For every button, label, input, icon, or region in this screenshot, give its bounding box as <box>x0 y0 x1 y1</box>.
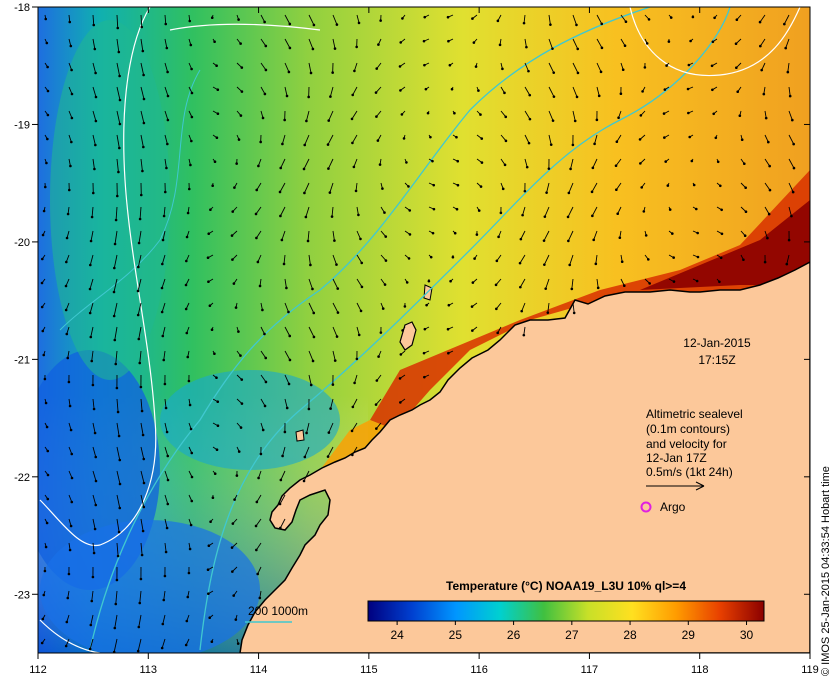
land-mass <box>239 261 810 653</box>
cold-patch <box>160 370 340 470</box>
cool-band <box>50 20 170 380</box>
bathymetry-legend-label: 200 1000m <box>248 604 308 618</box>
sealevel-contour <box>169 23 321 31</box>
annotation-block: Altimetric sealevel (0.1m contours) and … <box>646 407 743 479</box>
x-axis-ticks: 112 113 114 115 116 117 118 119 <box>29 7 819 676</box>
sealevel-contour <box>629 7 801 77</box>
colorbar-title: Temperature (°C) NOAA19_L3U 10% ql>=4 <box>446 579 686 593</box>
bathymetry-200m <box>199 7 731 651</box>
colorbar <box>367 600 765 622</box>
cold-patch <box>40 520 260 653</box>
colorbar-ticks: 24 25 26 27 28 29 30 <box>390 621 754 642</box>
colorbar-tick-label: 30 <box>740 628 754 642</box>
colorbar-tick-label: 27 <box>565 628 579 642</box>
lon-tick-label: 112 <box>29 664 47 676</box>
lat-tick-label: -18 <box>14 2 30 14</box>
plot-frame <box>37 6 811 654</box>
lat-tick-label: -19 <box>14 119 30 131</box>
annotation-line: and velocity for <box>646 437 727 451</box>
colorbar-tick-label: 26 <box>507 628 521 642</box>
annotation-line: 0.5m/s (1kt 24h) <box>646 465 733 479</box>
lon-tick-label: 118 <box>691 664 709 676</box>
colorbar-tick-label: 29 <box>682 628 696 642</box>
colorbar-tick-label: 24 <box>390 628 404 642</box>
lat-tick-label: -23 <box>14 589 30 601</box>
annotation-line: Altimetric sealevel <box>646 407 743 421</box>
lat-tick-label: -21 <box>14 354 30 366</box>
argo-marker <box>640 501 652 513</box>
y-axis-ticks: -18 -19 -20 -21 -22 -23 <box>14 2 810 601</box>
credit-text: © IMOS 25-Jan-2015 04:33:54 Hobart time <box>820 466 832 676</box>
annotation-line: (0.1m contours) <box>646 422 730 436</box>
lon-tick-label: 117 <box>581 664 599 676</box>
colorbar-tick-label: 25 <box>449 628 463 642</box>
argo-label: Argo <box>660 500 686 514</box>
lon-tick-label: 115 <box>360 664 378 676</box>
sealevel-contour <box>39 7 157 547</box>
bathymetry-contour <box>59 69 201 331</box>
lon-tick-label: 113 <box>140 664 158 676</box>
timestamp-time: 17:15Z <box>698 353 735 367</box>
bathymetry-1000m <box>89 7 651 651</box>
lon-tick-label: 119 <box>801 664 819 676</box>
island <box>295 429 305 442</box>
sealevel-contour <box>39 619 101 653</box>
lat-tick-label: -22 <box>14 472 30 484</box>
timestamp-date: 12-Jan-2015 <box>683 336 751 350</box>
scale-arrow <box>646 481 705 491</box>
lat-tick-label: -20 <box>14 237 30 249</box>
colorbar-tick-label: 28 <box>623 628 637 642</box>
velocity-arrows <box>40 14 796 653</box>
lon-tick-label: 116 <box>470 664 488 676</box>
annotation-line: 12-Jan 17Z <box>646 451 707 465</box>
warm-coastal-band <box>370 170 810 430</box>
lon-tick-label: 114 <box>250 664 268 676</box>
hot-coastal-band <box>640 200 810 290</box>
